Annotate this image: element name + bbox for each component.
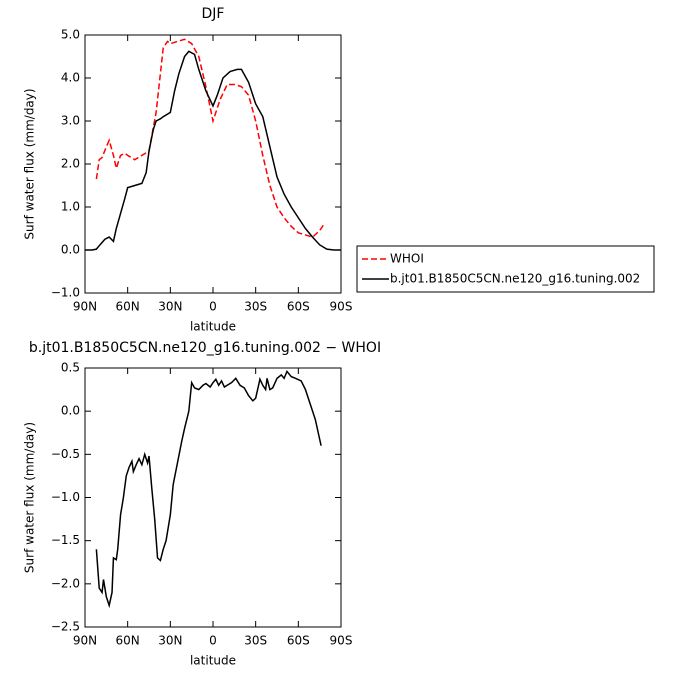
y-tick-label: 2.0 [61, 157, 80, 171]
y-tick-label: −0.5 [51, 447, 80, 461]
x-axis-label: latitude [190, 320, 236, 334]
x-tick-label: 60N [116, 300, 140, 314]
x-tick-label: 30N [158, 300, 182, 314]
y-tick-label: −1.5 [51, 533, 80, 547]
x-tick-label: 30N [158, 634, 182, 648]
y-tick-label: 1.0 [61, 200, 80, 214]
x-tick-label: 90N [73, 634, 97, 648]
y-axis-label: Surf water flux (mm/day) [23, 422, 37, 573]
y-tick-label: −1.0 [51, 490, 80, 504]
x-tick-label: 30S [244, 300, 267, 314]
series-line [85, 50, 341, 251]
x-tick-label: 90S [330, 634, 353, 648]
x-tick-label: 0 [209, 634, 217, 648]
x-axis-label: latitude [190, 654, 236, 668]
y-tick-label: 0.0 [61, 404, 80, 418]
x-tick-label: 90N [73, 300, 97, 314]
y-tick-label: 0.0 [61, 243, 80, 257]
y-tick-label: 3.0 [61, 114, 80, 128]
y-tick-label: 5.0 [61, 28, 80, 42]
chart-title: b.jt01.B1850C5CN.ne120_g16.tuning.002 − … [29, 340, 381, 356]
y-tick-label: 0.5 [61, 361, 80, 375]
y-tick-label: −2.5 [51, 620, 80, 634]
x-tick-label: 0 [209, 300, 217, 314]
x-tick-label: 60N [116, 634, 140, 648]
x-tick-label: 90S [330, 300, 353, 314]
x-tick-label: 30S [244, 634, 267, 648]
y-tick-label: 4.0 [61, 71, 80, 85]
plot-frame [84, 34, 342, 294]
series-line [95, 38, 325, 238]
chart-title: DJF [202, 6, 225, 22]
series-line [95, 370, 322, 609]
legend-label: b.jt01.B1850C5CN.ne120_g16.tuning.002 [390, 272, 640, 286]
x-tick-label: 60S [287, 634, 310, 648]
legend-box [356, 245, 655, 293]
y-tick-label: −2.0 [51, 576, 80, 590]
y-axis-label: Surf water flux (mm/day) [23, 88, 37, 239]
y-tick-label: −1.0 [51, 286, 80, 300]
x-tick-label: 60S [287, 300, 310, 314]
legend-label: WHOI [390, 252, 424, 266]
